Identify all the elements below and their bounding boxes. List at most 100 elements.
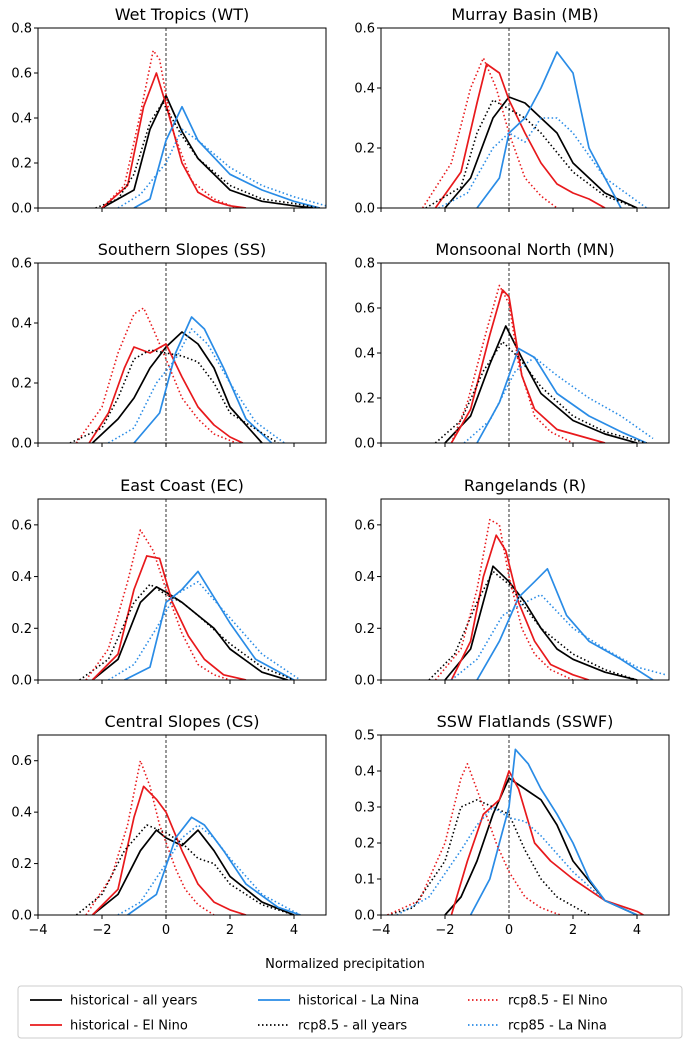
legend-label: historical - El Nino xyxy=(70,1019,188,1034)
y-tick-label: 0.8 xyxy=(354,257,375,272)
x-tick-label: 4 xyxy=(290,923,298,938)
x-tick-label: 2 xyxy=(569,923,577,938)
plot-frame xyxy=(380,734,670,916)
series-line-rcp-elnino xyxy=(387,762,561,915)
y-tick-label: 0.2 xyxy=(354,622,375,637)
y-tick-label: 0.4 xyxy=(354,347,375,362)
legend-box xyxy=(17,985,683,1039)
plot-frame xyxy=(37,734,327,916)
x-tick-label: −2 xyxy=(92,923,111,938)
series-line-rcp-lanina xyxy=(117,128,326,208)
plot-frame xyxy=(380,262,670,444)
series-line-rcp-all xyxy=(434,340,647,443)
series-line-historical-lanina xyxy=(133,316,273,443)
series-line-historical-all xyxy=(444,96,638,208)
panel-1: Wet Tropics (WT) 0.0 0.2 0.4 0.6 0.8 xyxy=(11,5,327,217)
series-line-rcp-all xyxy=(75,824,295,915)
series-line-rcp-lanina xyxy=(107,580,301,680)
y-tick-label: 0.2 xyxy=(354,142,375,157)
panel-title: SSW Flatlands (SSWF) xyxy=(437,712,614,731)
series-line-historical-all xyxy=(444,565,638,680)
plot-frame xyxy=(37,498,327,681)
series-line-rcp-elnino xyxy=(450,284,574,443)
y-tick-label: 0.8 xyxy=(11,22,32,37)
panel-4: Monsoonal North (MN) 0.0 0.2 0.4 0.6 0.8 xyxy=(354,240,670,452)
y-tick-label: 0.4 xyxy=(354,570,375,585)
y-tick-label: 0.0 xyxy=(11,202,32,217)
series-line-rcp-all xyxy=(69,349,279,443)
plot-frame xyxy=(37,262,327,444)
panel-title: Wet Tropics (WT) xyxy=(115,5,249,24)
y-tick-label: 0.4 xyxy=(354,765,375,780)
y-tick-label: 0.0 xyxy=(354,437,375,452)
series-line-historical-elnino xyxy=(91,785,247,915)
x-tick-label: 4 xyxy=(633,923,641,938)
panel-5: East Coast (EC) 0.0 0.2 0.4 0.6 xyxy=(11,476,327,689)
series-line-historical-lanina xyxy=(476,51,622,208)
panel-title: Southern Slopes (SS) xyxy=(98,240,266,259)
series-line-historical-lanina xyxy=(469,748,638,915)
series-line-rcp-elnino xyxy=(101,49,237,208)
series-line-historical-lanina xyxy=(133,105,320,208)
y-tick-label: 0.2 xyxy=(11,622,32,637)
plot-frame xyxy=(380,27,670,209)
series-line-rcp-elnino xyxy=(421,57,558,208)
series-line-historical-all xyxy=(91,586,288,680)
plot-frame xyxy=(380,498,670,681)
series-line-historical-all xyxy=(444,777,638,915)
series-line-historical-elnino xyxy=(450,534,590,680)
series-line-historical-elnino xyxy=(450,289,606,443)
x-tick-label: 2 xyxy=(226,923,234,938)
panel-8: SSW Flatlands (SSWF) 0.0 0.1 0.2 0.3 0.4 0.5 −4… xyxy=(354,712,670,938)
x-axis-label: Normalized precipitation xyxy=(265,957,425,972)
y-tick-label: 0.6 xyxy=(354,22,375,37)
y-tick-label: 0.5 xyxy=(354,729,375,744)
y-tick-label: 0.2 xyxy=(354,392,375,407)
series-line-rcp-all xyxy=(387,798,590,915)
y-tick-label: 0.1 xyxy=(354,873,375,888)
legend-label: rcp8.5 - El Nino xyxy=(508,994,608,1009)
y-tick-label: 0.6 xyxy=(11,67,32,82)
panel-title: East Coast (EC) xyxy=(120,476,244,495)
series-line-historical-all xyxy=(91,829,295,915)
x-tick-label: −4 xyxy=(371,923,390,938)
series-line-rcp-lanina xyxy=(117,824,301,915)
series-line-rcp-lanina xyxy=(450,593,667,680)
plot-frame xyxy=(37,27,327,209)
series-line-historical-all xyxy=(444,325,638,443)
legend-label: historical - La Nina xyxy=(298,994,419,1009)
y-tick-label: 0.6 xyxy=(11,754,32,769)
y-tick-label: 0.4 xyxy=(354,82,375,97)
panel-title: Murray Basin (MB) xyxy=(451,5,598,24)
series-line-rcp-elnino xyxy=(85,759,215,915)
series-line-rcp-all xyxy=(425,99,638,208)
series-line-historical-elnino xyxy=(450,770,644,915)
legend-label: historical - all years xyxy=(70,994,198,1009)
y-tick-label: 0.3 xyxy=(354,801,375,816)
y-tick-label: 0.0 xyxy=(11,437,32,452)
y-tick-label: 0.0 xyxy=(354,909,375,924)
series-line-historical-elnino xyxy=(101,72,247,208)
x-tick-label: 0 xyxy=(162,923,170,938)
y-tick-label: 0.2 xyxy=(11,857,32,872)
series-line-rcp-lanina xyxy=(107,328,285,443)
y-tick-label: 0.0 xyxy=(11,909,32,924)
x-tick-label: −2 xyxy=(435,923,454,938)
x-tick-label: 0 xyxy=(505,923,513,938)
panel-title: Rangelands (R) xyxy=(464,476,586,495)
panel-2: Murray Basin (MB) 0.0 0.2 0.4 0.6 xyxy=(354,5,670,217)
legend-label: rcp8.5 - all years xyxy=(298,1019,407,1034)
y-tick-label: 0.6 xyxy=(354,518,375,533)
y-tick-label: 0.4 xyxy=(11,112,32,127)
legend: historical - all years historical - La Ni… xyxy=(17,985,683,1039)
y-tick-label: 0.6 xyxy=(11,518,32,533)
series-line-rcp-all xyxy=(95,101,320,208)
panel-3: Southern Slopes (SS) 0.0 0.2 0.4 0.6 xyxy=(11,240,327,452)
series-line-historical-elnino xyxy=(434,63,606,208)
series-line-historical-lanina xyxy=(124,570,295,680)
y-tick-label: 0.4 xyxy=(11,570,32,585)
y-tick-label: 0.4 xyxy=(11,806,32,821)
series-line-historical-lanina xyxy=(476,347,647,443)
y-tick-label: 0.2 xyxy=(11,157,32,172)
